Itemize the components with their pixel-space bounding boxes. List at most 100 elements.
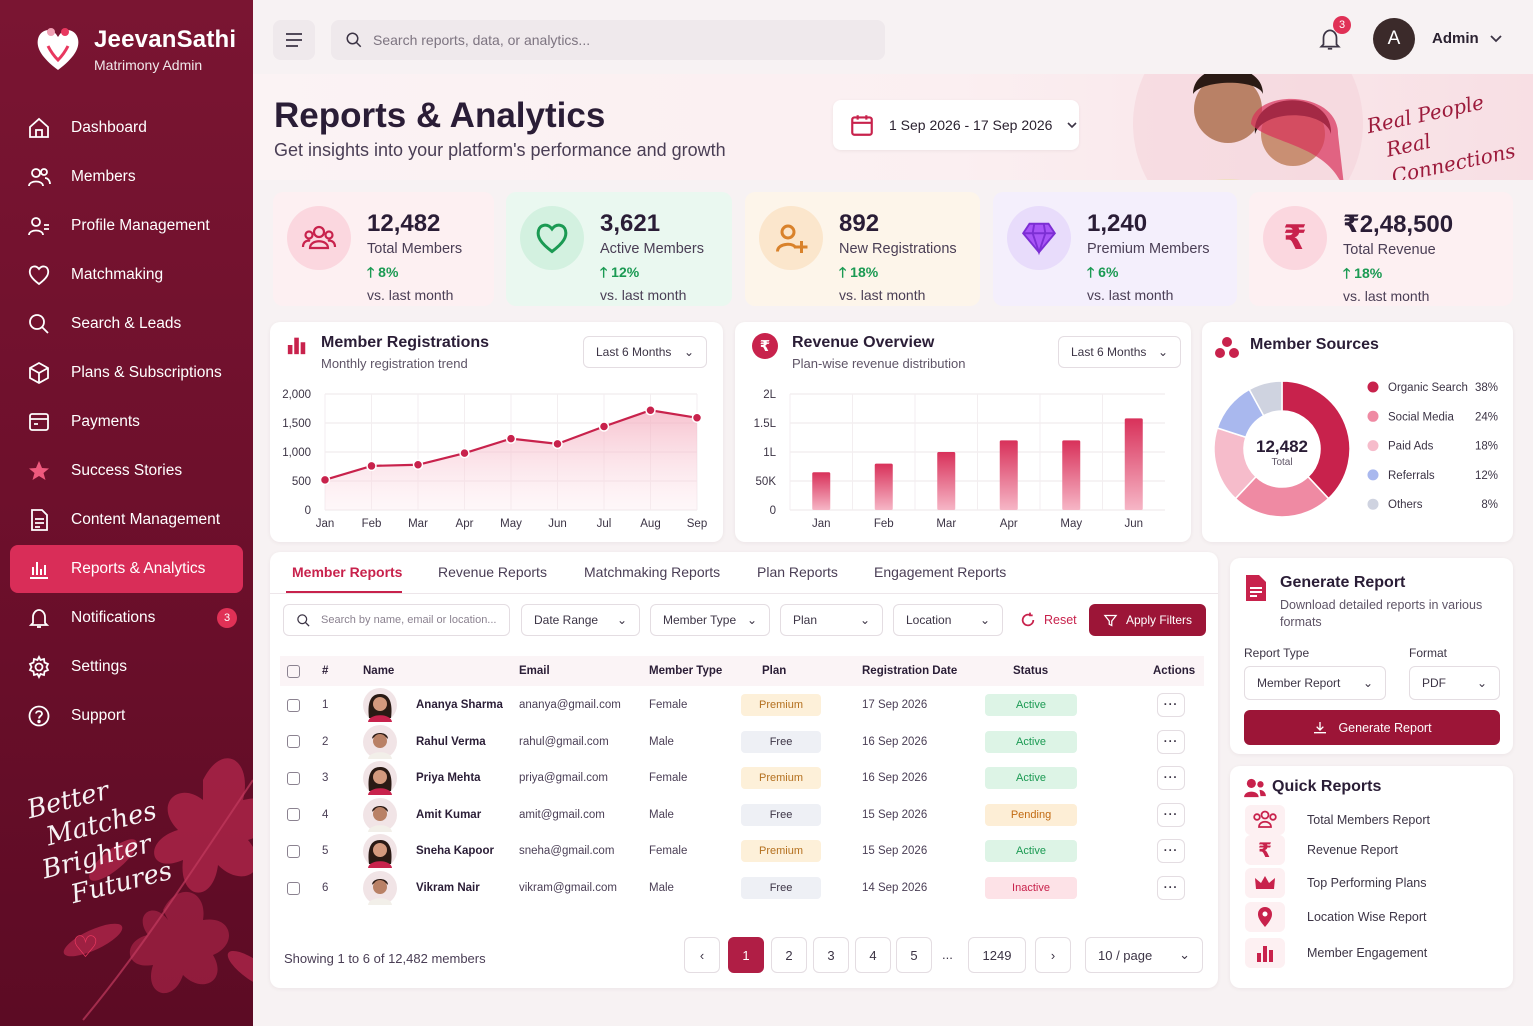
revenue-range-select[interactable]: Last 6 Months ⌄ (1058, 336, 1181, 368)
table-row[interactable]: 5 Sneha Kapoor sneha@gmail.com Female Pr… (280, 833, 1200, 869)
tab-engagement-reports[interactable]: Engagement Reports (874, 564, 1007, 580)
member-name[interactable]: Amit Kumar (416, 808, 482, 821)
page-button-1[interactable]: 1 (728, 937, 764, 973)
row-actions-button[interactable]: ··· (1157, 797, 1185, 833)
data-point[interactable] (645, 404, 656, 416)
quick-report-revenue[interactable]: ₹ Revenue Report (1245, 835, 1398, 865)
date-range-filter[interactable]: Date Range ⌄ (521, 604, 640, 636)
avatar[interactable]: A (1373, 18, 1415, 60)
bar[interactable] (1062, 440, 1081, 510)
sidebar-item-settings[interactable]: Settings (10, 643, 243, 691)
pie-slice[interactable] (1281, 380, 1351, 500)
registrations-range-select[interactable]: Last 6 Months ⌄ (583, 336, 707, 368)
quick-report-top-plans[interactable]: Top Performing Plans (1245, 868, 1427, 898)
row-actions-button[interactable]: ··· (1157, 724, 1185, 760)
tab-member-reports[interactable]: Member Reports (292, 564, 403, 580)
stat-card-premium-members[interactable]: 1,240 Premium Members 🡑 6% vs. last mont… (993, 192, 1237, 306)
notifications-bell-icon[interactable] (1317, 26, 1343, 52)
row-checkbox[interactable] (287, 760, 300, 796)
page-button-last[interactable]: 1249 (968, 937, 1026, 973)
bar[interactable] (1124, 418, 1143, 510)
stat-card-active-members[interactable]: 3,621 Active Members 🡑 12% vs. last mont… (506, 192, 732, 306)
sidebar-item-content-management[interactable]: Content Management (10, 496, 243, 544)
member-name[interactable]: Sneha Kapoor (416, 845, 494, 858)
sidebar-item-search-leads[interactable]: Search & Leads (10, 300, 243, 348)
sidebar-item-success-stories[interactable]: Success Stories (10, 447, 243, 495)
select-all-checkbox[interactable] (287, 653, 300, 689)
data-point[interactable] (552, 438, 563, 450)
user-name[interactable]: Admin (1432, 30, 1479, 47)
location-filter[interactable]: Location ⌄ (893, 604, 1003, 636)
data-point[interactable] (598, 421, 610, 432)
sidebar-item-notifications[interactable]: Notifications 3 (10, 594, 243, 642)
header-plan[interactable]: Plan (762, 665, 787, 677)
data-point[interactable] (459, 447, 470, 459)
header-registration-date[interactable]: Registration Date (862, 665, 958, 677)
tab-revenue-reports[interactable]: Revenue Reports (438, 564, 547, 580)
quick-report-total-members[interactable]: Total Members Report (1245, 805, 1430, 835)
member-name[interactable]: Priya Mehta (416, 772, 481, 785)
tab-matchmaking-reports[interactable]: Matchmaking Reports (584, 564, 721, 580)
stat-card-new-registrations[interactable]: 892 New Registrations 🡑 18% vs. last mon… (745, 192, 980, 306)
chevron-down-icon[interactable] (1489, 33, 1503, 45)
menu-toggle-button[interactable] (273, 20, 315, 60)
sidebar-item-members[interactable]: Members (10, 153, 243, 201)
sidebar-item-support[interactable]: Support (10, 692, 243, 740)
reset-button[interactable]: Reset (1020, 612, 1077, 628)
bar[interactable] (999, 440, 1018, 510)
data-point[interactable] (366, 460, 377, 472)
member-name[interactable]: Ananya Sharma (416, 699, 503, 711)
table-row[interactable]: 3 Priya Mehta priya@gmail.com Female Pre… (280, 760, 1200, 796)
table-row[interactable]: 1 Ananya Sharma ananya@gmail.com Female … (280, 687, 1200, 723)
report-type-select[interactable]: Member Report ⌄ (1244, 666, 1386, 700)
table-row[interactable]: 2 Rahul Verma rahul@gmail.com Male Free … (280, 724, 1200, 760)
sidebar-item-payments[interactable]: Payments (10, 398, 243, 446)
table-row[interactable]: 4 Amit Kumar amit@gmail.com Male Free 15… (280, 797, 1200, 833)
header-name[interactable]: Name (363, 665, 395, 677)
header-status[interactable]: Status (1013, 665, 1049, 677)
table-search-input[interactable]: Search by name, email or location... (283, 604, 510, 636)
sidebar-item-dashboard[interactable]: Dashboard (10, 104, 243, 152)
tab-plan-reports[interactable]: Plan Reports (757, 564, 838, 580)
quick-report-engagement[interactable]: Member Engagement (1245, 938, 1427, 968)
next-page-button[interactable]: › (1035, 937, 1071, 973)
member-name[interactable]: Vikram Nair (416, 882, 480, 894)
page-button-5[interactable]: 5 (896, 937, 932, 973)
stat-card-total-members[interactable]: 12,482 Total Members 🡑 8% vs. last month (273, 192, 494, 306)
row-actions-button[interactable]: ··· (1157, 760, 1185, 796)
header-email[interactable]: Email (519, 665, 550, 677)
generate-report-button[interactable]: Generate Report (1244, 710, 1500, 745)
bar[interactable] (874, 463, 893, 510)
row-checkbox[interactable] (287, 797, 300, 833)
row-checkbox[interactable] (287, 870, 300, 906)
data-point[interactable] (319, 474, 331, 486)
member-type-filter[interactable]: Member Type ⌄ (650, 604, 770, 636)
data-point[interactable] (505, 433, 517, 444)
brand[interactable]: JeevanSathi Matrimony Admin (34, 24, 236, 74)
sidebar-item-reports-analytics[interactable]: Reports & Analytics (10, 545, 243, 593)
stat-card-total-revenue[interactable]: ₹ ₹2,48,500 Total Revenue 🡑 18% vs. last… (1249, 192, 1513, 306)
plan-filter[interactable]: Plan ⌄ (780, 604, 883, 636)
format-select[interactable]: PDF ⌄ (1409, 666, 1500, 700)
member-name[interactable]: Rahul Verma (416, 735, 486, 748)
header-member-type[interactable]: Member Type (649, 665, 723, 677)
data-point[interactable] (412, 459, 424, 471)
sidebar-item-profile-management[interactable]: Profile Management (10, 202, 243, 250)
row-actions-button[interactable]: ··· (1157, 687, 1185, 723)
row-actions-button[interactable]: ··· (1157, 870, 1185, 906)
data-point[interactable] (691, 412, 703, 424)
page-button-3[interactable]: 3 (813, 937, 849, 973)
row-actions-button[interactable]: ··· (1157, 833, 1185, 869)
page-size-select[interactable]: 10 / page ⌄ (1085, 937, 1203, 973)
pie-slice[interactable] (1248, 380, 1283, 417)
bar[interactable] (812, 472, 831, 510)
page-button-2[interactable]: 2 (771, 937, 807, 973)
page-button-4[interactable]: 4 (855, 937, 891, 973)
global-search-input[interactable]: Search reports, data, or analytics... (331, 20, 885, 60)
bar[interactable] (937, 452, 956, 510)
quick-report-location[interactable]: Location Wise Report (1245, 902, 1427, 932)
prev-page-button[interactable]: ‹ (684, 937, 720, 973)
date-range-picker[interactable]: 1 Sep 2026 - 17 Sep 2026 (833, 100, 1079, 150)
row-checkbox[interactable] (287, 724, 300, 760)
sidebar-item-matchmaking[interactable]: Matchmaking (10, 251, 243, 299)
